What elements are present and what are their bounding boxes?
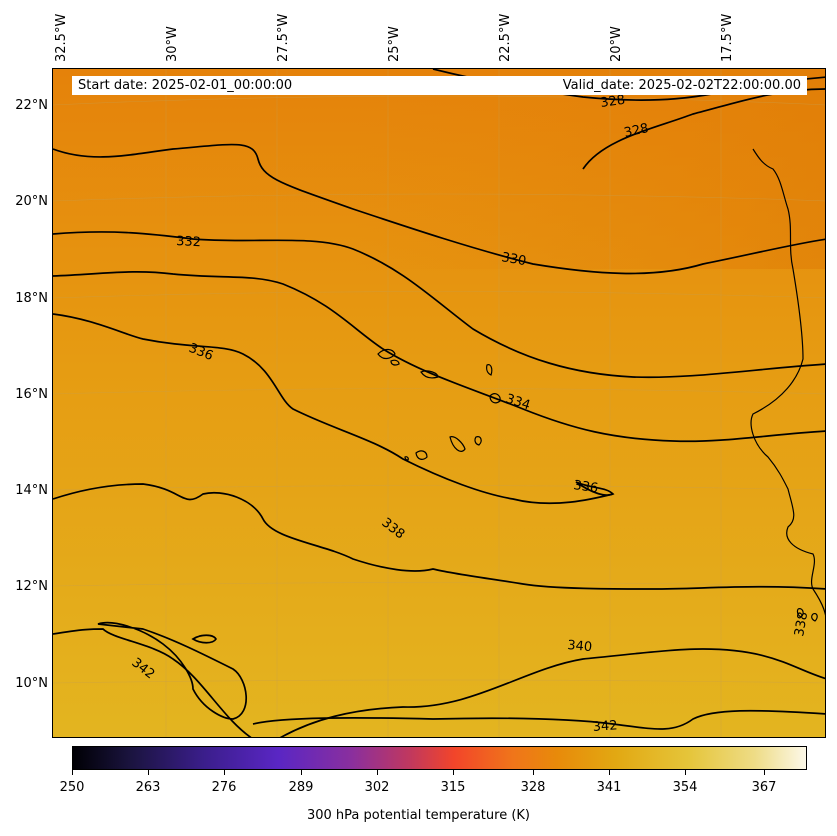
africa-coast [750, 148, 825, 616]
colorbar-tick [72, 770, 73, 775]
colorbar-label-250: 250 [59, 780, 85, 795]
lat-label-16n: 16°N [15, 387, 48, 402]
isentropes [53, 69, 825, 737]
contour-340 [53, 628, 825, 737]
colorbar-tick [301, 770, 302, 775]
cape-verde-fogo [415, 450, 428, 460]
lat-label-22n: 22°N [15, 98, 48, 113]
colorbar-label-315: 315 [440, 780, 466, 795]
contour-label-332: 332 [176, 234, 202, 250]
cape-verde-sao-nicolau [420, 370, 439, 379]
colorbar-tick [377, 770, 378, 775]
contour-330 [53, 143, 825, 275]
colorbar-tick [224, 770, 225, 775]
colorbar-tick [609, 770, 610, 775]
lon-label-30w: 30°W [165, 26, 180, 62]
colorbar-tick [453, 770, 454, 775]
contour-332 [53, 231, 825, 379]
bijagos-islands [796, 608, 818, 622]
colorbar-label-302: 302 [364, 780, 390, 795]
lon-label-20w: 20°W [609, 26, 624, 62]
colorbar-label-263: 263 [135, 780, 161, 795]
contour-label-336-east: 336 [572, 478, 599, 496]
contour-label-330: 330 [500, 250, 527, 269]
start-date-label: Start date: 2025-02-01_00:00:00 [78, 78, 293, 93]
colorbar [72, 746, 807, 770]
contour-338 [53, 483, 825, 590]
contour-342-west [97, 621, 248, 720]
colorbar-label-367: 367 [751, 780, 777, 795]
northeast-shading [353, 69, 825, 269]
contour-label-328: 328 [623, 121, 650, 141]
cape-verde-maio [474, 436, 482, 446]
colorbar-label-341: 341 [596, 780, 622, 795]
contour-342-islet [191, 634, 217, 644]
cape-verde-boa-vista [489, 393, 501, 404]
colorbar-label-276: 276 [211, 780, 237, 795]
contour-label-340: 340 [567, 638, 593, 655]
cape-verde-sal [486, 364, 493, 376]
colorbar-label-289: 289 [288, 780, 314, 795]
lat-label-12n: 12°N [15, 579, 48, 594]
lon-label-25w: 25°W [387, 26, 402, 62]
contour-336-small [575, 481, 615, 496]
lat-label-14n: 14°N [15, 483, 48, 498]
lon-label-27-5w: 27.5°W [276, 13, 291, 62]
contour-label-342-south: 342 [592, 718, 618, 735]
colorbar-tick [685, 770, 686, 775]
cape-verde-santiago [449, 436, 466, 452]
cape-verde-brava [404, 456, 409, 461]
colorbar-title: 300 hPa potential temperature (K) [306, 808, 530, 823]
contour-334 [53, 271, 825, 443]
colorbar-label-328: 328 [520, 780, 546, 795]
lon-label-22-5w: 22.5°W [498, 13, 513, 62]
map-area[interactable]: 328 328 330 332 334 336 336 338 338 340 … [52, 68, 826, 738]
lat-label-20n: 20°N [15, 194, 48, 209]
date-info-box: Start date: 2025-02-01_00:00:00 Valid_da… [72, 76, 807, 95]
lon-label-32-5w: 32.5°W [54, 13, 69, 62]
contour-label-328-top: 328 [599, 93, 626, 111]
contour-label-338-east: 338 [792, 611, 811, 638]
lat-label-18n: 18°N [15, 291, 48, 306]
contour-336-main [53, 313, 614, 505]
valid-date-label: Valid_date: 2025-02-02T22:00:00.00 [562, 78, 801, 93]
coastlines [377, 148, 825, 622]
lat-label-10n: 10°N [15, 676, 48, 691]
cape-verde-santo-antao [377, 348, 396, 360]
cape-verde-sao-vicente [390, 359, 400, 366]
contour-342-south [252, 709, 825, 730]
map-canvas: 328 328 330 332 334 336 336 338 338 340 … [53, 69, 825, 737]
colorbar-tick [764, 770, 765, 775]
colorbar-tick [533, 770, 534, 775]
lon-label-17-5w: 17.5°W [720, 13, 735, 62]
colorbar-label-354: 354 [672, 780, 698, 795]
contour-label-334: 334 [504, 392, 532, 414]
colorbar-tick [148, 770, 149, 775]
